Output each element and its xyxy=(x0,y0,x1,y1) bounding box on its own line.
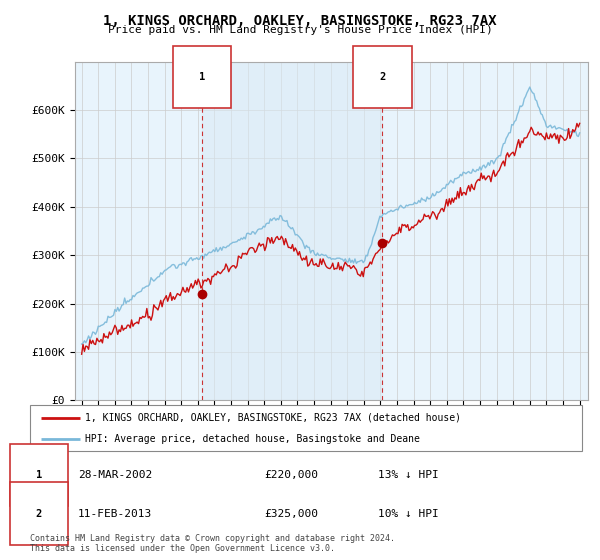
Text: 28-MAR-2002: 28-MAR-2002 xyxy=(78,470,152,480)
Text: 1: 1 xyxy=(199,72,205,82)
Text: 10% ↓ HPI: 10% ↓ HPI xyxy=(378,508,439,519)
Text: 13% ↓ HPI: 13% ↓ HPI xyxy=(378,470,439,480)
Text: HPI: Average price, detached house, Basingstoke and Deane: HPI: Average price, detached house, Basi… xyxy=(85,435,420,444)
Text: 2: 2 xyxy=(379,72,386,82)
Text: 2: 2 xyxy=(36,508,42,519)
Text: £220,000: £220,000 xyxy=(264,470,318,480)
Text: Price paid vs. HM Land Registry's House Price Index (HPI): Price paid vs. HM Land Registry's House … xyxy=(107,25,493,35)
Bar xyxy=(202,62,382,400)
Text: 1: 1 xyxy=(36,470,42,480)
Text: 1, KINGS ORCHARD, OAKLEY, BASINGSTOKE, RG23 7AX: 1, KINGS ORCHARD, OAKLEY, BASINGSTOKE, R… xyxy=(103,14,497,28)
Text: 11-FEB-2013: 11-FEB-2013 xyxy=(78,508,152,519)
FancyBboxPatch shape xyxy=(30,405,582,451)
Text: Contains HM Land Registry data © Crown copyright and database right 2024.
This d: Contains HM Land Registry data © Crown c… xyxy=(30,534,395,553)
Text: 1, KINGS ORCHARD, OAKLEY, BASINGSTOKE, RG23 7AX (detached house): 1, KINGS ORCHARD, OAKLEY, BASINGSTOKE, R… xyxy=(85,413,461,423)
Text: £325,000: £325,000 xyxy=(264,508,318,519)
